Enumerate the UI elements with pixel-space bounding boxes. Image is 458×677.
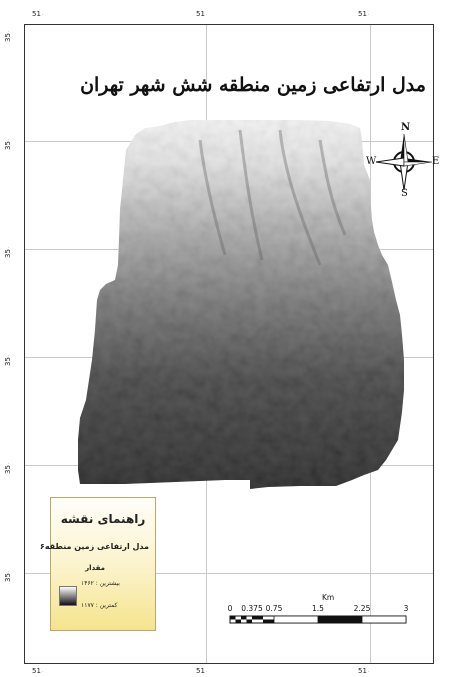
map-title: مدل ارتفاعی زمین منطقه شش شهر تهران xyxy=(80,74,426,96)
map-legend: راهنمای نقشه مدل ارتفاعی زمین منطقه۶ مقد… xyxy=(40,497,156,631)
legend-layer-name: مدل ارتفاعی زمین منطقه۶ xyxy=(39,542,149,551)
longitude-tick: 51° xyxy=(32,667,44,675)
dem-texture xyxy=(78,120,404,489)
scale-bar: Km 0 0.375 0.75 1.5 2.25 3 xyxy=(224,593,414,633)
graticule-line xyxy=(25,573,433,574)
scale-bar-graphic xyxy=(229,615,407,624)
north-arrow: N S E W xyxy=(366,122,442,200)
legend-value-label: مقدار xyxy=(85,564,105,572)
scale-bar-label: 1.5 xyxy=(312,604,324,613)
legend-color-ramp xyxy=(59,586,77,606)
west-label: W xyxy=(366,156,377,167)
compass-rose-icon xyxy=(375,133,433,191)
scale-bar-label: 0 xyxy=(227,604,233,613)
south-label: S xyxy=(401,188,408,199)
longitude-tick: 51° xyxy=(358,667,370,675)
longitude-tick: 51° xyxy=(196,10,208,18)
scale-bar-label: 0.375 xyxy=(241,604,263,613)
north-label: N xyxy=(401,122,411,133)
scale-bar-unit: Km xyxy=(322,593,335,602)
legend-title: راهنمای نقشه xyxy=(60,512,146,526)
longitude-tick: 51° xyxy=(196,667,208,675)
longitude-tick: 51° xyxy=(32,10,44,18)
longitude-tick: 51° xyxy=(358,10,370,18)
legend-low-label: کمترین : ۱۱۷۷ xyxy=(81,602,118,609)
scale-bar-label: 0.75 xyxy=(265,604,283,613)
east-label: E xyxy=(432,156,440,167)
scale-bar-label: 3 xyxy=(403,604,409,613)
scale-bar-label: 2.25 xyxy=(353,604,371,613)
legend-high-label: بیشترین : ۱۴۶۲ xyxy=(81,580,120,587)
dem-drainage xyxy=(198,129,347,266)
